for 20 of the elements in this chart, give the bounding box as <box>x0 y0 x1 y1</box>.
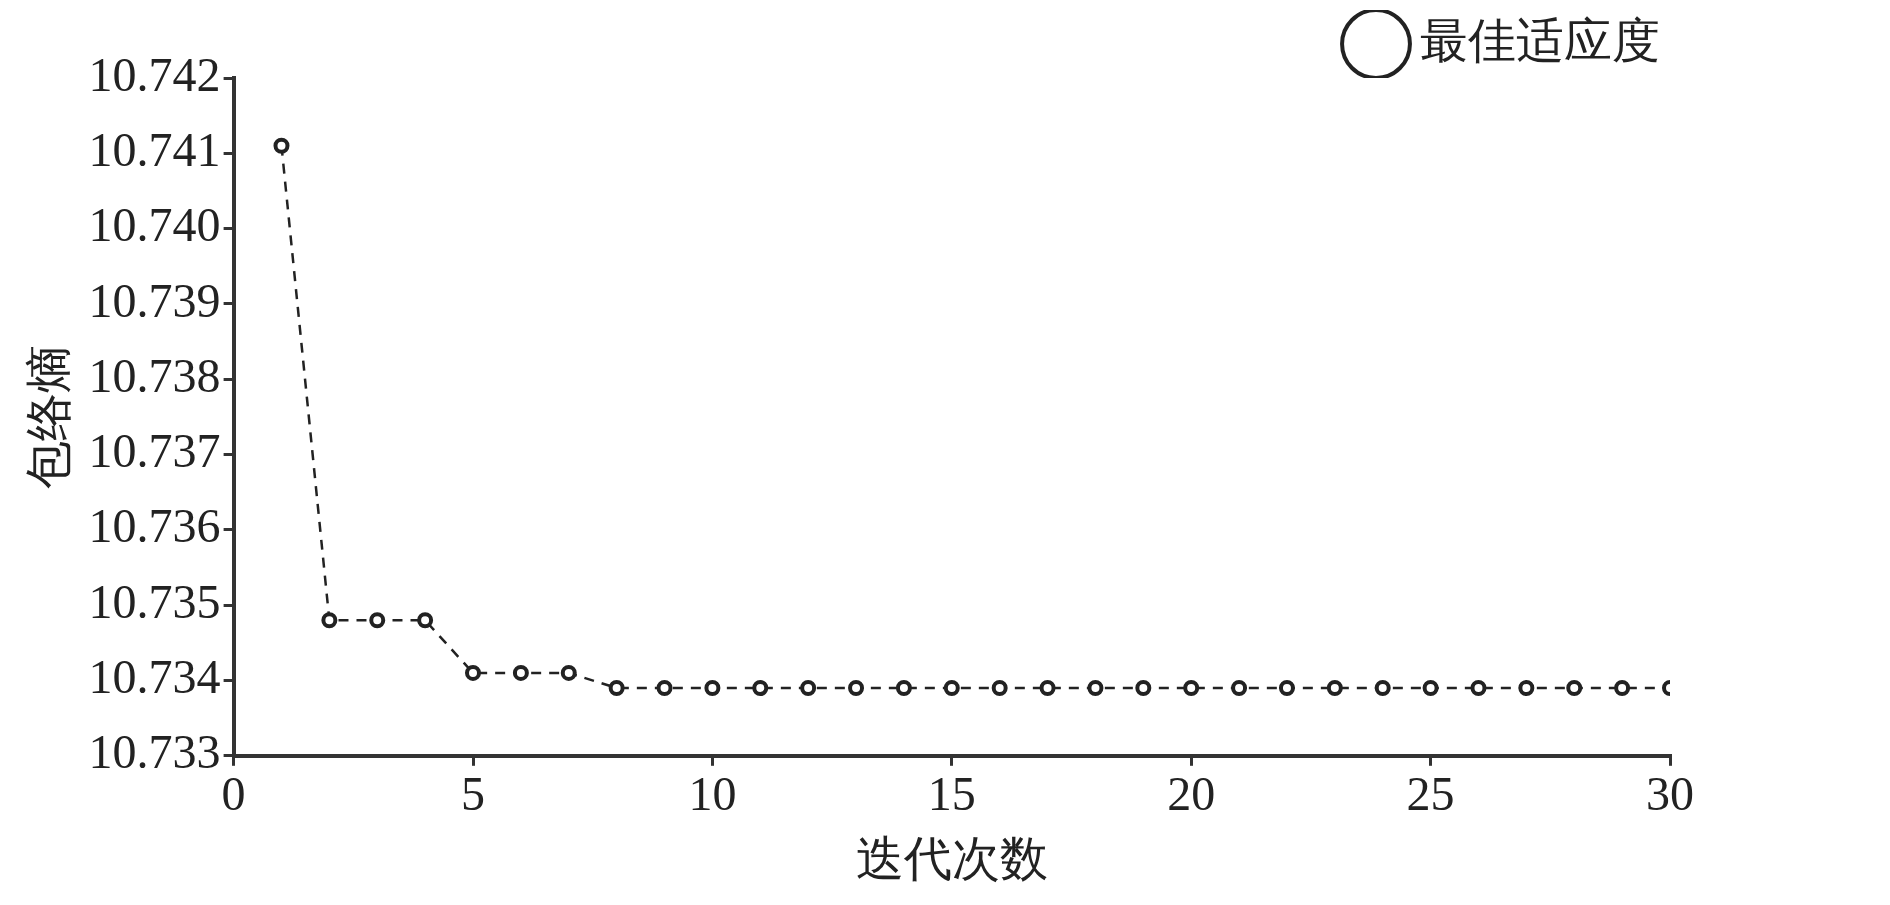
y-axis-title: 包络熵 <box>22 344 76 489</box>
x-tick-label: 10 <box>688 767 737 821</box>
y-tick-label: 10.740 <box>88 198 221 252</box>
y-tick-label: 10.738 <box>88 348 221 402</box>
y-tick-label: 10.737 <box>88 424 221 478</box>
legend-label: 最佳适应度 <box>1420 13 1660 67</box>
y-tick-label: 10.739 <box>88 273 221 327</box>
y-tick-label: 10.735 <box>88 574 221 628</box>
y-tick-label: 10.733 <box>88 725 221 779</box>
x-tick-label: 0 <box>221 767 246 821</box>
x-tick-label: 25 <box>1406 767 1455 821</box>
y-tick-label: 10.736 <box>88 499 221 553</box>
x-tick-label: 20 <box>1167 767 1216 821</box>
y-tick-label: 10.742 <box>88 47 221 101</box>
x-tick-label: 15 <box>927 767 976 821</box>
x-tick-label: 5 <box>461 767 485 821</box>
x-tick-label: 30 <box>1646 767 1694 821</box>
y-tick-label: 10.741 <box>88 122 221 176</box>
x-axis-title: 迭代次数 <box>855 831 1048 885</box>
y-tick-label: 10.734 <box>88 650 221 704</box>
